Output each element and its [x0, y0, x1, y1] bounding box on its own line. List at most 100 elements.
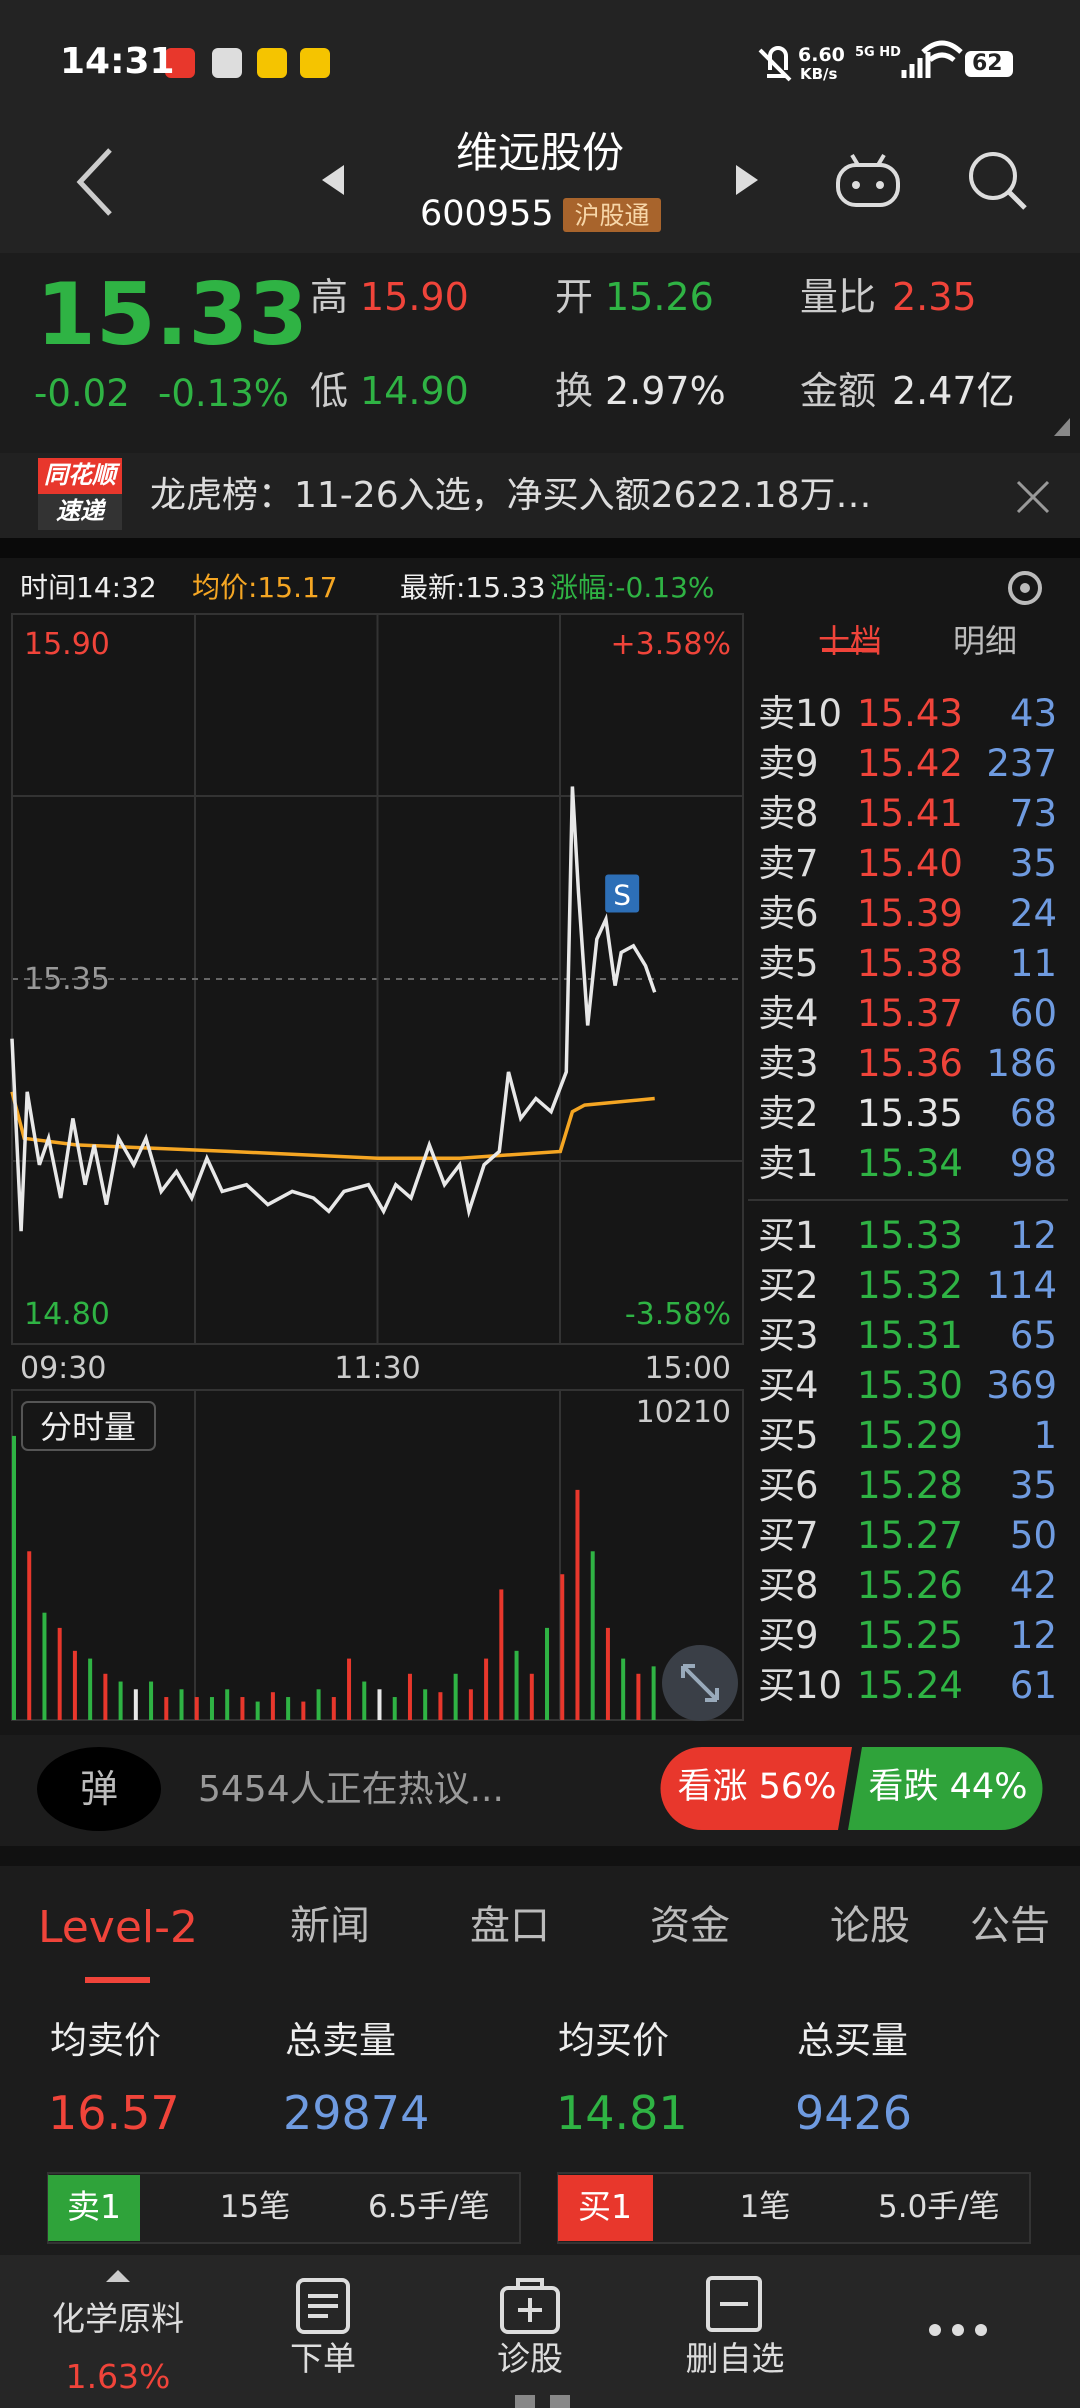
field-value: 2.35 — [892, 275, 977, 319]
mute-icon — [758, 46, 792, 82]
book-volume: 61 — [1009, 1664, 1057, 1707]
close-news[interactable] — [1016, 480, 1050, 514]
bull-label[interactable]: 看涨 56% — [677, 1767, 837, 1807]
settings-button[interactable] — [1008, 571, 1042, 605]
tab[interactable]: Level-2 — [38, 1902, 199, 1953]
stock-badge: 沪股通 — [574, 201, 650, 230]
book-volume: 73 — [1009, 792, 1057, 835]
discussion-text[interactable]: 5454人正在热议... — [198, 1769, 504, 1810]
field-label: 换 — [555, 369, 594, 413]
tab[interactable]: 公告 — [970, 1903, 1050, 1949]
field-value: 2.47亿 — [892, 369, 1015, 413]
book-label: 买9 — [758, 1614, 819, 1657]
net-speed-unit: KB/s — [800, 65, 838, 83]
nav-item[interactable]: 删自选 — [685, 2339, 785, 2378]
more-button[interactable] — [929, 2324, 987, 2336]
price-change: -0.02 — [34, 372, 130, 415]
book-price: 15.37 — [857, 992, 963, 1035]
book-tab[interactable]: 明细 — [952, 622, 1018, 660]
expand-quote[interactable] — [1054, 418, 1070, 436]
book-volume: 98 — [1009, 1142, 1057, 1185]
sector-name[interactable]: 化学原料 — [52, 2299, 184, 2338]
volume-bar — [362, 1681, 367, 1720]
app-icon — [212, 48, 242, 78]
news-logo: 速递 — [56, 497, 104, 525]
volume-bar — [575, 1489, 580, 1720]
book-price: 15.34 — [857, 1142, 963, 1185]
book-volume: 35 — [1009, 1464, 1057, 1507]
robot-button[interactable] — [836, 153, 900, 207]
cursor-time: 时间14:32 — [20, 571, 157, 604]
discussion-icon-bg — [37, 1747, 161, 1831]
back-button[interactable] — [76, 148, 112, 216]
book-volume: 12 — [1009, 1614, 1057, 1657]
wifi-icon — [921, 40, 963, 63]
logo-bottom-bg — [38, 494, 122, 530]
book-label: 卖5 — [758, 942, 819, 985]
volume-bar — [605, 1627, 610, 1720]
expand-sector[interactable] — [106, 2270, 130, 2282]
annotation-box — [605, 874, 640, 913]
app-icon — [257, 48, 287, 78]
stat-label: 均买价 — [558, 2019, 669, 2062]
stat-value: 14.81 — [556, 2086, 688, 2140]
news-logo: 同花顺 — [44, 461, 116, 489]
y-tick-label-right: -3.58% — [625, 1297, 731, 1332]
volume-bar — [529, 1673, 534, 1720]
bear-button[interactable] — [848, 1747, 1043, 1830]
volume-bar — [407, 1673, 412, 1720]
app-icon — [300, 48, 330, 78]
nav-item[interactable]: 下单 — [290, 2339, 356, 2378]
stock-code: 600955 — [420, 194, 554, 234]
book-volume: 237 — [986, 742, 1057, 785]
tab[interactable]: 新闻 — [290, 1903, 370, 1949]
book-price: 15.38 — [857, 942, 963, 985]
book-label: 卖3 — [758, 1042, 819, 1085]
volume-bar — [560, 1574, 565, 1720]
volume-bar — [651, 1666, 656, 1720]
book-volume: 11 — [1009, 942, 1057, 985]
volume-bar — [301, 1701, 306, 1720]
book-price: 15.40 — [857, 842, 963, 885]
discussion-icon: 弹 — [79, 1767, 119, 1811]
volume-bar — [499, 1589, 504, 1720]
x-tick-label: 09:30 — [20, 1351, 106, 1386]
price-change-pct: -0.13% — [158, 372, 289, 415]
nav-item[interactable]: 诊股 — [497, 2339, 563, 2378]
tab[interactable]: 盘口 — [470, 1903, 550, 1949]
bear-label[interactable]: 看跌 44% — [868, 1767, 1028, 1807]
book-tab[interactable]: 十档 — [817, 622, 883, 660]
next-stock[interactable] — [736, 165, 758, 195]
volume-bar — [347, 1658, 352, 1720]
field-label: 量比 — [800, 275, 877, 319]
battery-icon — [965, 51, 1013, 77]
book-label: 卖8 — [758, 792, 819, 835]
bull-button[interactable] — [660, 1747, 853, 1830]
book-label: 买5 — [758, 1414, 819, 1457]
home-indicator — [515, 2395, 535, 2408]
book-label: 买6 — [758, 1464, 819, 1507]
volume-bar — [514, 1650, 519, 1720]
badge-bg — [563, 198, 661, 232]
search-button[interactable] — [969, 152, 1027, 210]
book-volume: 12 — [1009, 1214, 1057, 1257]
news-text[interactable]: 龙虎榜：11-26入选，净买入额2622.18万… — [150, 475, 872, 516]
volume-bar — [240, 1697, 245, 1720]
book-label: 买1 — [758, 1214, 819, 1257]
book-label: 卖1 — [758, 1142, 819, 1185]
book-volume: 50 — [1009, 1514, 1057, 1557]
book-price: 15.25 — [857, 1614, 963, 1657]
volume-label-box — [21, 1401, 156, 1451]
book-label: 买10 — [758, 1664, 843, 1707]
tab[interactable]: 论股 — [830, 1903, 910, 1949]
tab[interactable]: 资金 — [650, 1903, 730, 1949]
book-volume: 1 — [1033, 1414, 1057, 1457]
volume-bar — [255, 1701, 260, 1720]
book-label: 买8 — [758, 1564, 819, 1607]
book-volume: 68 — [1009, 1092, 1057, 1135]
prev-stock[interactable] — [322, 165, 344, 195]
fullscreen-button[interactable] — [662, 1645, 738, 1721]
sector-change: 1.63% — [65, 2357, 171, 2396]
volume-bar — [179, 1689, 184, 1720]
